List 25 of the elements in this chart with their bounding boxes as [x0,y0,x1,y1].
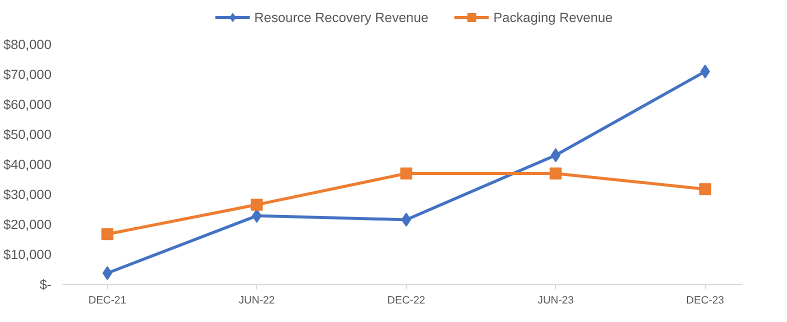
y-tick-label: $10,000 [3,247,52,262]
legend-label: Packaging Revenue [493,10,613,24]
y-tick-label: $70,000 [3,67,52,82]
point [550,168,562,180]
y-tick-label: $40,000 [3,157,52,172]
point [101,228,114,240]
x-tick-label: DEC-23 [686,294,724,306]
y-tick-label: $80,000 [3,37,52,52]
point [550,148,561,162]
y-tick-label: $50,000 [3,127,52,142]
y-tick-label: $20,000 [3,217,52,232]
point [699,183,712,196]
y-tick-label: $- [40,277,52,292]
x-tick-label: JUN-23 [538,294,574,306]
point [700,64,710,78]
y-tick-label: $60,000 [3,97,52,112]
point [252,208,262,223]
y-tick-label: $30,000 [3,187,52,202]
legend-label: Resource Recovery Revenue [254,10,428,24]
x-tick-label: DEC-22 [387,294,426,306]
point [400,168,412,180]
x-tick-label: JUN-22 [238,294,275,306]
point [250,198,263,211]
point [401,212,412,227]
x-tick-label: DEC-21 [88,294,126,306]
